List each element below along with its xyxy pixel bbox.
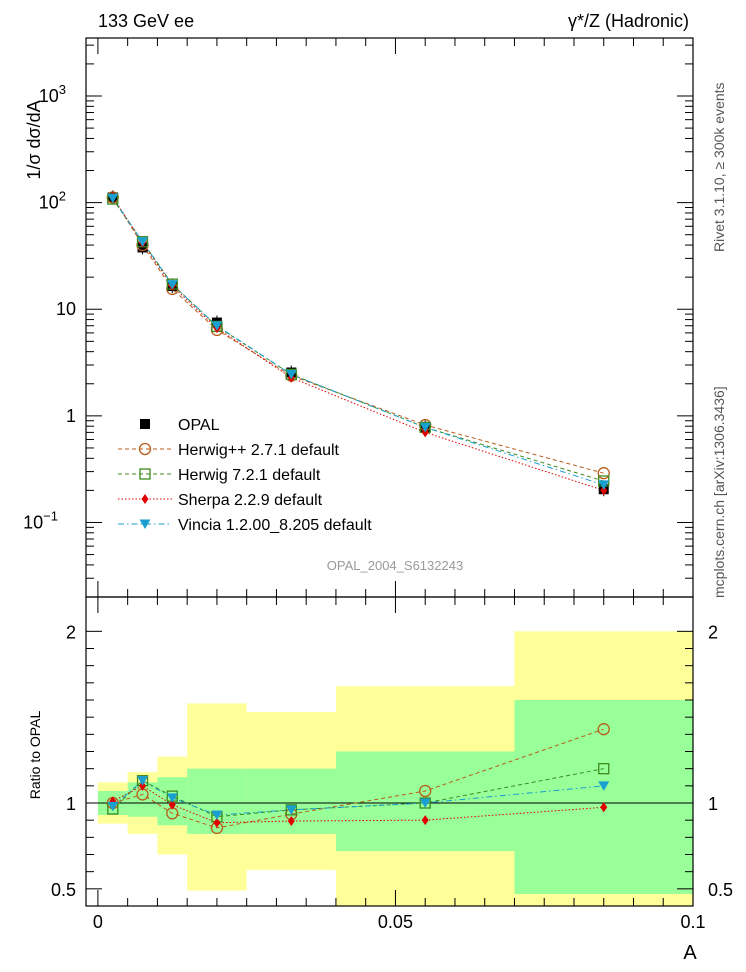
ratio-ytick-label-left-0: 0.5: [51, 880, 76, 900]
analysis-id-label: OPAL_2004_S6132243: [327, 558, 463, 573]
legend-marker-1: [138, 442, 152, 456]
main-markers: [106, 190, 610, 497]
xtick-label-0: 0: [93, 912, 103, 932]
ratio-point-series-0-bin-5: [419, 784, 432, 798]
ratio-point-series-3-bin-2: [166, 793, 178, 803]
ratio-point-series-3-bin-4: [285, 805, 297, 815]
legend: OPAL Herwig++ 2.7.1 default Herwig 7.2.1 d…: [118, 417, 372, 534]
legend-marker-2: [139, 468, 151, 480]
main-point-series-4-bin-2: [166, 280, 178, 290]
legend-label-4: Vincia 1.2.00_8.205 default: [178, 517, 372, 534]
ratio-point-series-2-bin-5: [421, 815, 429, 826]
main-ytick-label-1: 1: [66, 406, 76, 426]
xtick-label-1: 0.05: [378, 912, 413, 932]
main-plot-frame: [85, 37, 694, 598]
ratio-ytick-label-left-1: 1: [66, 794, 76, 814]
ratio-point-series-1-bin-6: [598, 763, 610, 775]
ratio-point-series-2-bin-2: [168, 799, 176, 810]
ratio-ytick-label-right-1: 1: [708, 794, 718, 814]
ratio-point-series-3-bin-0: [107, 801, 119, 812]
ratio-point-series-2-bin-6: [600, 802, 608, 813]
ratio-point-series-3-bin-1: [137, 776, 149, 786]
main-y-axis-label: 1/σ dσ/dA: [24, 100, 44, 179]
ratio-ytick-label-right-2: 2: [708, 622, 718, 642]
ratio-ytick-label-right-0: 0.5: [708, 880, 733, 900]
main-point-series-3-bin-6: [600, 485, 608, 496]
legend-marker-4: [139, 519, 151, 529]
ratio-y-axis-label: Ratio to OPAL: [27, 711, 43, 800]
xtick-label-2: 0.1: [680, 912, 705, 932]
main-point-series-4-bin-0: [107, 193, 119, 204]
ratio-ytick-label-left-2: 2: [66, 622, 76, 642]
ratio-point-series-3-bin-5: [419, 798, 431, 808]
legend-marker-0: [140, 419, 150, 429]
ratio-point-series-2-bin-4: [287, 816, 295, 827]
ratio-markers: [106, 723, 610, 835]
main-point-series-1-bin-6: [597, 467, 610, 480]
main-point-series-4-bin-1: [137, 237, 149, 247]
x-axis-label: A: [683, 942, 697, 964]
main-point-series-4-bin-5: [419, 422, 431, 433]
ratio-point-series-2-bin-3: [213, 817, 221, 828]
main-ytick-label-0: 10−1: [23, 508, 58, 532]
main-ytick-label-4: 103: [39, 82, 66, 106]
rivet-version-label: Rivet 3.1.10, ≥ 300k events: [711, 82, 727, 252]
ratio-point-series-3-bin-3: [211, 810, 223, 821]
legend-label-3: Sherpa 2.2.9 default: [178, 492, 323, 509]
legend-label-1: Herwig++ 2.7.1 default: [178, 442, 340, 459]
ratio-point-series-2-bin-1: [139, 780, 147, 791]
main-point-series-4-bin-6: [598, 480, 610, 490]
main-ytick-label-2: 10: [56, 299, 76, 319]
ratio-point-series-0-bin-6: [597, 723, 610, 736]
header-left-label: 133 GeV ee: [98, 11, 194, 31]
ratio-line-series-0: [112, 728, 604, 829]
ratio-point-series-3-bin-6: [598, 781, 610, 791]
axis-ticks: 10−1 1 10 102 103 0.5 0.5 1 1 2 2 0 0.05 0.1: [23, 38, 733, 932]
legend-marker-3: [141, 494, 149, 504]
main-point-series-4-bin-4: [285, 369, 297, 380]
ratio-band-green-bin-6: [514, 700, 693, 894]
mcplots-label: mcplots.cern.ch [arXiv:1306.3436]: [711, 386, 727, 598]
main-line-series-2: [112, 198, 604, 482]
legend-label-2: Herwig 7.2.1 default: [178, 467, 321, 484]
legend-label-0: OPAL: [178, 417, 220, 434]
main-point-series-4-bin-3: [211, 321, 223, 331]
main-ytick-label-3: 102: [39, 189, 66, 213]
main-point-series-3-bin-5: [421, 427, 429, 438]
header-right-label: γ*/Z (Hadronic): [568, 11, 689, 31]
